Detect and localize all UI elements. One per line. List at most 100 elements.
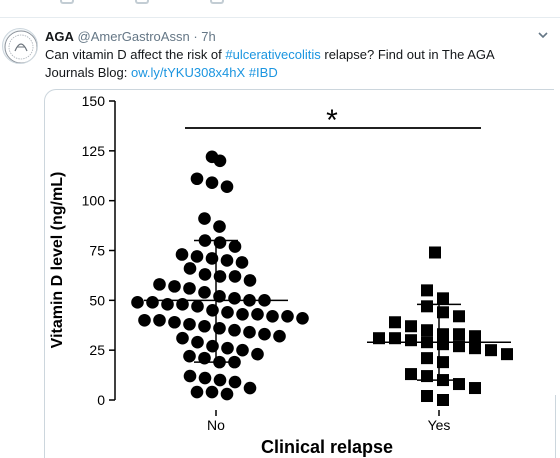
reply-icon[interactable] [60,0,74,4]
data-point-yes [421,284,433,297]
data-point-no [258,327,271,341]
media-border [555,395,556,458]
data-point-no [205,176,219,190]
author-handle[interactable]: @AmerGastroAssn [77,29,190,44]
y-tick-label: 100 [82,193,106,209]
data-point-yes [453,378,465,391]
data-point-no [190,172,204,186]
data-point-no [213,220,226,233]
data-point-no [213,154,227,168]
data-point-no [198,371,212,385]
data-point-no [221,305,234,319]
separator-dot: · [193,29,198,44]
hashtag-ulcerativecolitis[interactable]: #ulcerativecolitis [225,47,321,62]
data-point-no [206,339,219,353]
like-icon[interactable] [210,0,224,4]
previous-tweet-actions [0,0,560,18]
data-point-no [296,311,309,325]
data-point-yes [501,348,513,361]
tweet-header: AGA @AmerGastroAssn · 7h [45,28,216,45]
data-point-yes [421,300,433,313]
tweet-text-part2: relapse? Find out in The AGA Journals Bl… [45,47,494,80]
blog-link[interactable]: ow.ly/tYKU308x4hX [131,65,246,80]
data-point-yes [389,316,401,329]
data-point-no [206,304,219,317]
tweet-text: Can vitamin D affect the risk of #ulcera… [45,46,545,82]
data-point-no [131,296,144,309]
data-point-no [228,270,242,283]
data-point-no [198,286,211,299]
data-point-yes [421,324,433,337]
y-tick-label: 0 [97,392,105,408]
data-point-no [191,300,204,313]
scatter-chart: 0 25 50 75 100 125 150 No Yes Vitamin D level (n… [49,93,513,457]
tweet-media-chart[interactable]: 0 25 50 75 100 125 150 No Yes Vitamin D level (n… [44,89,554,458]
data-point-yes [469,342,481,355]
data-point-no [168,315,181,329]
data-point-no [236,307,249,321]
hashtag-ibd[interactable]: #IBD [248,65,278,80]
y-tick-label: 50 [89,292,105,308]
aga-logo-icon[interactable] [2,28,38,64]
data-point-no [183,349,196,363]
tweet-text-part1: Can vitamin D affect the risk of [45,47,226,62]
data-point-no [220,180,234,194]
data-point-yes [437,356,449,369]
data-point-yes [453,340,465,353]
data-point-no [251,307,264,321]
data-point-no [213,270,227,283]
data-point-no [198,319,211,333]
data-point-yes [421,370,433,383]
data-point-no [190,385,204,399]
y-axis-label: Vitamin D level (ng/mL) [49,172,66,349]
x-axis-label: Clinical relapse [261,437,393,457]
x-tick-label: Yes [428,417,451,433]
data-point-yes [453,328,465,341]
data-point-no [138,313,151,327]
data-point-no [198,212,211,225]
data-point-no [183,369,197,383]
data-point-yes [437,328,449,341]
data-point-no [168,280,181,293]
data-point-yes [437,292,449,305]
data-point-no [213,236,227,249]
data-point-yes [469,382,481,395]
data-point-no [183,317,196,331]
data-point-no [176,298,189,311]
data-point-no [243,381,257,395]
y-tick-label: 150 [82,93,106,109]
chevron-down-icon[interactable] [536,28,550,42]
data-point-no [221,341,234,355]
data-point-yes [421,352,433,365]
retweet-icon[interactable] [135,0,149,4]
tweet-timestamp[interactable]: 7h [201,29,216,44]
data-point-no [183,262,197,275]
data-point-no [220,387,234,401]
data-point-no [251,347,264,361]
data-point-no [205,252,219,265]
data-point-no [213,321,226,335]
data-point-yes [437,394,449,406]
data-point-yes [429,246,441,259]
data-point-no [266,309,279,323]
data-point-no [183,282,196,295]
data-point-no [228,375,242,389]
data-point-no [213,373,227,387]
data-point-no [281,309,294,323]
y-tick-label: 25 [89,342,105,358]
data-point-no [198,351,211,365]
x-tick-label: No [207,417,225,433]
data-point-yes [405,334,417,347]
data-point-no [153,278,166,291]
data-point-yes [389,332,401,345]
data-point-yes [421,390,433,403]
data-point-no [228,292,241,305]
data-point-no [198,268,212,281]
data-point-no [205,385,219,399]
data-point-no [153,313,166,327]
author-name[interactable]: AGA [45,29,74,44]
data-point-yes [373,332,385,345]
data-point-yes [405,368,417,381]
data-point-yes [453,310,465,323]
data-point-yes [437,338,449,351]
